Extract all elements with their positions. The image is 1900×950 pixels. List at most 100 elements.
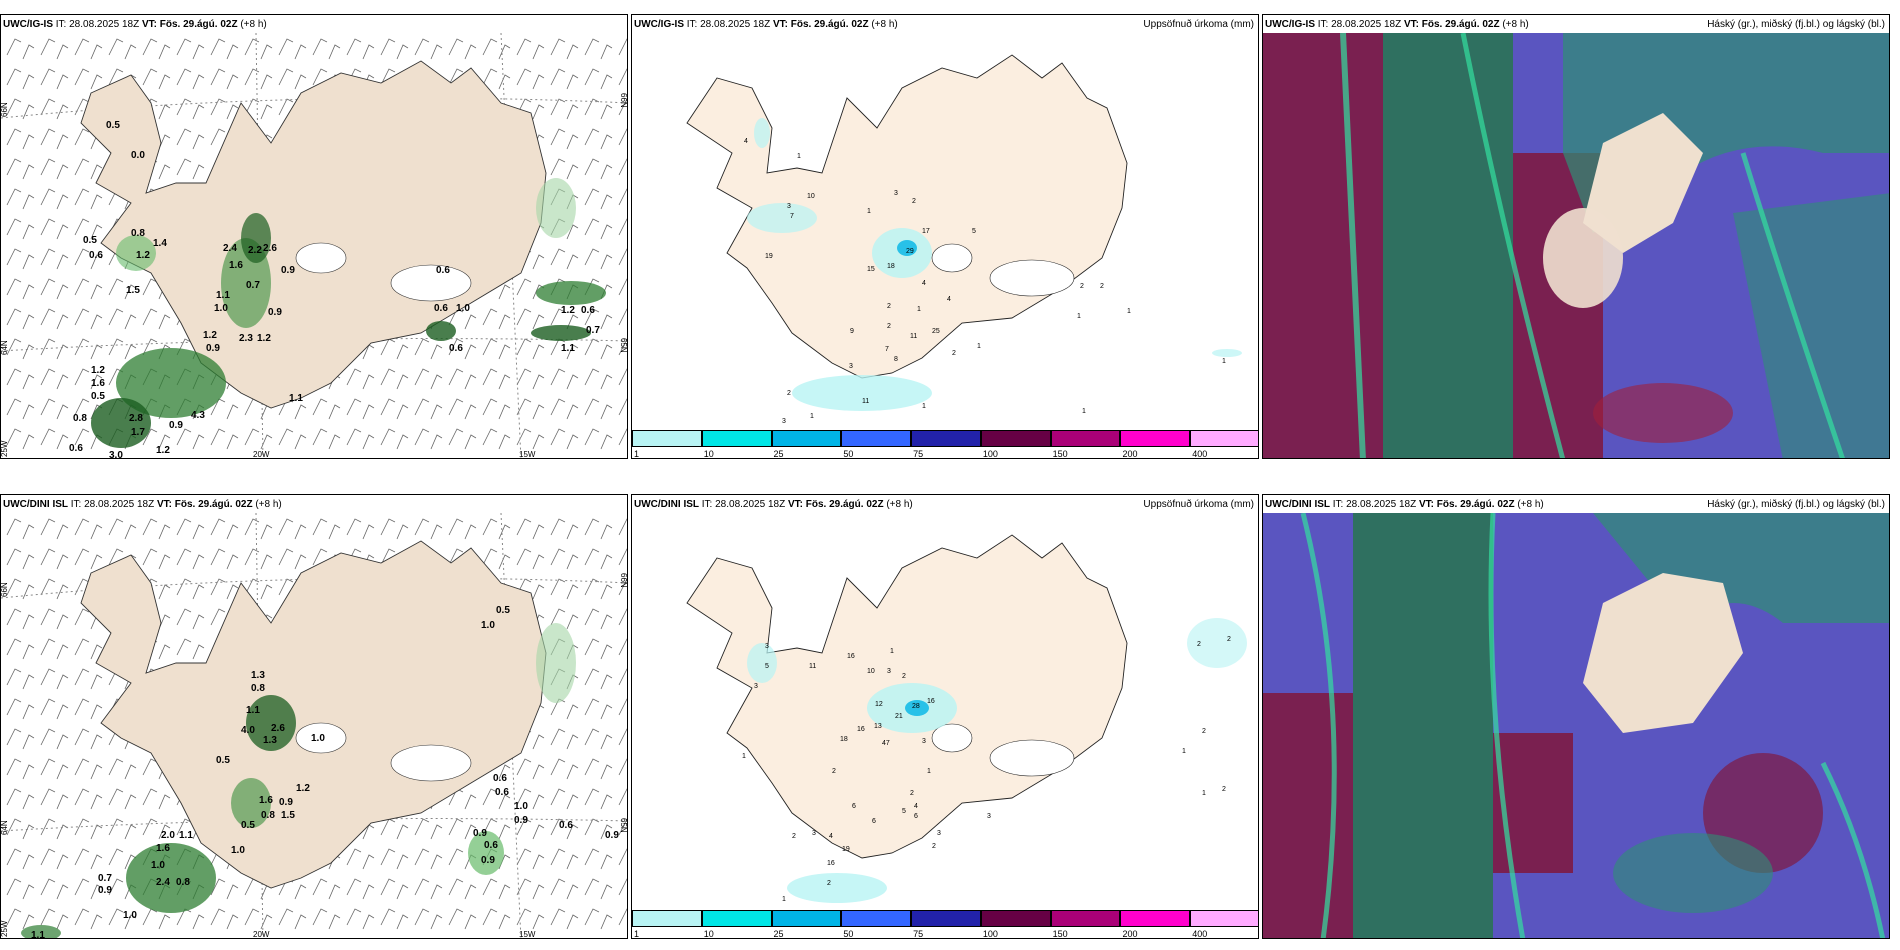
colorbar-swatch bbox=[771, 430, 842, 447]
axis-lat65e: 65N bbox=[619, 818, 628, 833]
colorbar-swatch bbox=[1120, 430, 1191, 447]
wind-label: 2.4 bbox=[156, 877, 170, 888]
wind-label: 1.0 bbox=[481, 620, 495, 631]
precip-label: 1 bbox=[1182, 748, 1186, 755]
colorbar-label: 25 bbox=[773, 449, 784, 459]
wind-label: 1.4 bbox=[153, 238, 167, 249]
precip-label: 19 bbox=[842, 846, 850, 853]
wind-label: 1.0 bbox=[456, 303, 470, 314]
wind-label: 0.8 bbox=[261, 810, 275, 821]
precip-label: 4 bbox=[829, 833, 833, 840]
precip-label: 16 bbox=[927, 698, 935, 705]
colorbar-swatch bbox=[701, 910, 772, 927]
axis-lon15: 15W bbox=[519, 930, 536, 939]
wind-label: 1.2 bbox=[136, 250, 150, 261]
precip-label: 11 bbox=[910, 333, 917, 340]
colorbar-label: 150 bbox=[1052, 449, 1068, 459]
precip-label: 2 bbox=[910, 790, 914, 797]
valid-time: VT: Fös. 29.ágú. 02Z bbox=[787, 499, 884, 510]
colorbar-label: 50 bbox=[843, 929, 854, 939]
precip-label: Uppsöfnuð úrkoma (mm) bbox=[1143, 19, 1254, 30]
precip-label: 5 bbox=[902, 808, 906, 815]
precip-label: 5 bbox=[765, 663, 769, 670]
precip-label: 3 bbox=[754, 683, 758, 690]
wind-label: 4.0 bbox=[241, 725, 255, 736]
model-name: UWC/DINI ISL bbox=[1265, 499, 1330, 510]
precip-label: 3 bbox=[787, 203, 791, 210]
precip-label: 12 bbox=[875, 701, 883, 708]
wind-label: 0.8 bbox=[176, 877, 190, 888]
wind-label: 1.0 bbox=[151, 860, 165, 871]
colorbar-swatch bbox=[1190, 910, 1258, 927]
wind-label: 0.9 bbox=[281, 265, 295, 276]
colorbar-label: 25 bbox=[773, 929, 784, 939]
precip-label: 9 bbox=[850, 328, 854, 335]
precip-label: 6 bbox=[914, 813, 918, 820]
wind-label: 1.6 bbox=[259, 795, 273, 806]
colorbar-label: 1 bbox=[634, 449, 640, 459]
wind-label: 2.3 bbox=[239, 333, 253, 344]
model-name: UWC/IG-IS bbox=[1265, 19, 1315, 30]
panel-cloud-bottom: UWC/DINI ISL IT: 28.08.2025 18Z VT: Fös.… bbox=[1262, 494, 1890, 939]
panel-wind-top: UWC/IG-IS IT: 28.08.2025 18Z VT: Fös. 29… bbox=[0, 14, 628, 459]
wind-label: 0.8 bbox=[73, 413, 87, 424]
precip-map-bottom: 16 10 3 1 11 3 5 3 12 16 28 21 13 16 18 … bbox=[686, 534, 1247, 903]
wind-label: 2.8 bbox=[129, 413, 143, 424]
wind-label: 2.4 bbox=[223, 243, 237, 254]
precip-label: 25 bbox=[932, 328, 940, 335]
precip-colorbar: 1 10 25 50 75 100 150 200 400 bbox=[632, 430, 1258, 459]
wind-label: 0.6 bbox=[493, 773, 507, 784]
precip-label: 2 bbox=[887, 323, 891, 330]
precip-label: 3 bbox=[987, 813, 991, 820]
precip-label: 3 bbox=[937, 830, 941, 837]
precip-label: 2 bbox=[1197, 641, 1201, 648]
wind-label: 0.6 bbox=[581, 305, 595, 316]
wind-label: 1.3 bbox=[251, 670, 265, 681]
precip-label: 7 bbox=[885, 346, 889, 353]
precip-label: 3 bbox=[765, 643, 769, 650]
precip-label: 1 bbox=[927, 768, 931, 775]
wind-label: 1.1 bbox=[216, 290, 230, 301]
colorbar-swatch bbox=[911, 910, 981, 927]
wind-label: 1.5 bbox=[281, 810, 295, 821]
valid-time: VT: Fös. 29.ágú. 02Z bbox=[156, 499, 253, 510]
precip-label: 3 bbox=[887, 668, 891, 675]
wind-label: 1.0 bbox=[214, 303, 228, 314]
wind-label: 1.0 bbox=[231, 845, 245, 856]
wind-label: 0.8 bbox=[131, 228, 145, 239]
precip-label: 1 bbox=[1202, 790, 1206, 797]
precip-label: 4 bbox=[922, 280, 926, 287]
wind-label: 0.9 bbox=[98, 885, 112, 896]
wind-label: 1.6 bbox=[156, 843, 170, 854]
lead-time: (+8 h) bbox=[871, 19, 898, 30]
precip-label: 1 bbox=[742, 753, 746, 760]
wind-label: 0.9 bbox=[169, 420, 183, 431]
cloud-label: Háský (gr.), miðský (fj.bl.) og lágský (… bbox=[1707, 19, 1885, 30]
cloud-map-top bbox=[1263, 33, 1889, 458]
wind-label: 0.9 bbox=[473, 828, 487, 839]
wind-label: 0.0 bbox=[131, 150, 145, 161]
colorbar-swatch bbox=[632, 910, 702, 927]
colorbar-swatch bbox=[1120, 910, 1191, 927]
precip-label: 1 bbox=[1077, 313, 1081, 320]
axis-lon25: 25W bbox=[1, 440, 9, 457]
panel-cloud-top: UWC/IG-IS IT: 28.08.2025 18Z VT: Fös. 29… bbox=[1262, 14, 1890, 459]
wind-label: 0.6 bbox=[89, 250, 103, 261]
wind-label: 2.6 bbox=[263, 243, 277, 254]
wind-label: 0.6 bbox=[484, 840, 498, 851]
precip-label: 2 bbox=[832, 768, 836, 775]
precip-colorbar: 1 10 25 50 75 100 150 200 400 bbox=[632, 910, 1258, 939]
wind-label: 1.3 bbox=[263, 735, 277, 746]
precip-label: 1 bbox=[867, 208, 871, 215]
colorbar-label: 200 bbox=[1122, 449, 1138, 459]
precip-label: 8 bbox=[894, 356, 898, 363]
wind-label: 0.9 bbox=[481, 855, 495, 866]
precip-label: 5 bbox=[972, 228, 976, 235]
colorbar-label: 75 bbox=[913, 449, 924, 459]
precip-label: 6 bbox=[852, 803, 856, 810]
precip-label: 2 bbox=[792, 833, 796, 840]
colorbar-swatch bbox=[841, 430, 912, 447]
panel-title: UWC/IG-IS IT: 28.08.2025 18Z VT: Fös. 29… bbox=[1265, 19, 1529, 30]
lead-time: (+8 h) bbox=[1502, 19, 1529, 30]
precip-label: 2 bbox=[827, 880, 831, 887]
